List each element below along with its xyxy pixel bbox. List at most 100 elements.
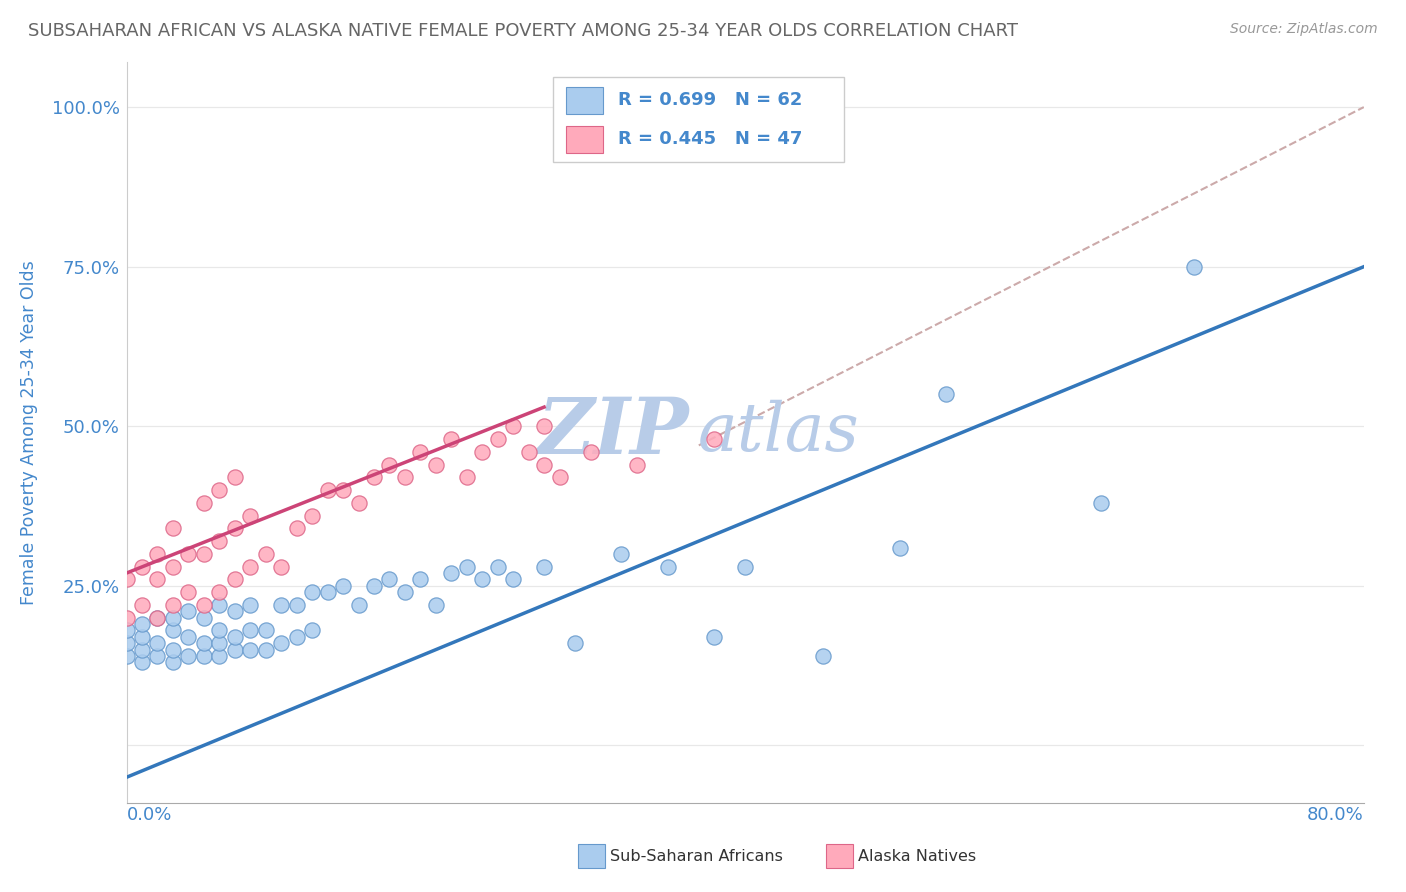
Point [115,648,138,663]
Point [177,648,200,663]
Point [301,508,323,523]
Point [347,496,370,510]
Point [471,444,494,458]
Text: atlas: atlas [699,400,860,466]
Point [177,547,200,561]
Point [131,617,153,632]
Point [193,636,215,650]
Point [208,585,231,599]
Point [456,470,478,484]
Point [177,585,200,599]
Point [363,470,385,484]
Point [224,630,246,644]
Bar [825,844,853,868]
Point [502,419,524,434]
Point [517,444,540,458]
Text: SUBSAHARAN AFRICAN VS ALASKA NATIVE FEMALE POVERTY AMONG 25-34 YEAR OLDS CORRELA: SUBSAHARAN AFRICAN VS ALASKA NATIVE FEMA… [28,22,1018,40]
Point [1182,260,1205,274]
Point [224,470,246,484]
Point [131,656,153,670]
Point [162,598,184,612]
Point [425,458,447,472]
Bar [578,844,606,868]
Point [579,444,602,458]
Point [177,630,200,644]
Point [193,648,215,663]
Bar [565,87,603,114]
Point [564,636,586,650]
Point [440,432,463,446]
Point [734,559,756,574]
Text: R = 0.445   N = 47: R = 0.445 N = 47 [617,130,801,148]
Point [394,585,416,599]
Point [316,585,339,599]
Point [131,630,153,644]
Text: R = 0.699   N = 62: R = 0.699 N = 62 [617,91,801,109]
Text: Source: ZipAtlas.com: Source: ZipAtlas.com [1230,22,1378,37]
Point [193,496,215,510]
Point [115,610,138,624]
Point [208,483,231,497]
Point [703,630,725,644]
Point [378,458,401,472]
Point [363,579,385,593]
Text: Alaska Natives: Alaska Natives [858,848,976,863]
Point [239,508,262,523]
Point [193,610,215,624]
Point [285,521,308,535]
Point [162,559,184,574]
Text: Sub-Saharan Africans: Sub-Saharan Africans [610,848,783,863]
Point [146,573,169,587]
Point [146,610,169,624]
Point [610,547,633,561]
Point [316,483,339,497]
Point [270,598,292,612]
Point [115,573,138,587]
Point [162,624,184,638]
Point [208,648,231,663]
Point [301,585,323,599]
Point [502,573,524,587]
Point [177,604,200,618]
Point [239,642,262,657]
Point [239,598,262,612]
Point [115,624,138,638]
Point [224,521,246,535]
Point [193,598,215,612]
Point [533,419,555,434]
Point [347,598,370,612]
Point [146,547,169,561]
Point [193,547,215,561]
Point [533,458,555,472]
Point [239,559,262,574]
Point [394,470,416,484]
Point [270,559,292,574]
Point [270,636,292,650]
Point [409,573,432,587]
Point [146,610,169,624]
Point [301,624,323,638]
Point [224,642,246,657]
Point [703,432,725,446]
Point [657,559,679,574]
Point [115,636,138,650]
Point [285,630,308,644]
Point [935,387,957,401]
Point [425,598,447,612]
Point [208,534,231,549]
Point [162,656,184,670]
Y-axis label: Female Poverty Among 25-34 Year Olds: Female Poverty Among 25-34 Year Olds [20,260,38,605]
Point [889,541,911,555]
Point [456,559,478,574]
Point [162,610,184,624]
Point [1090,496,1112,510]
Bar [554,78,844,162]
Point [146,648,169,663]
Point [285,598,308,612]
Point [811,648,834,663]
Point [239,624,262,638]
Point [131,598,153,612]
Text: 0.0%: 0.0% [127,806,172,824]
Point [533,559,555,574]
Point [254,547,277,561]
